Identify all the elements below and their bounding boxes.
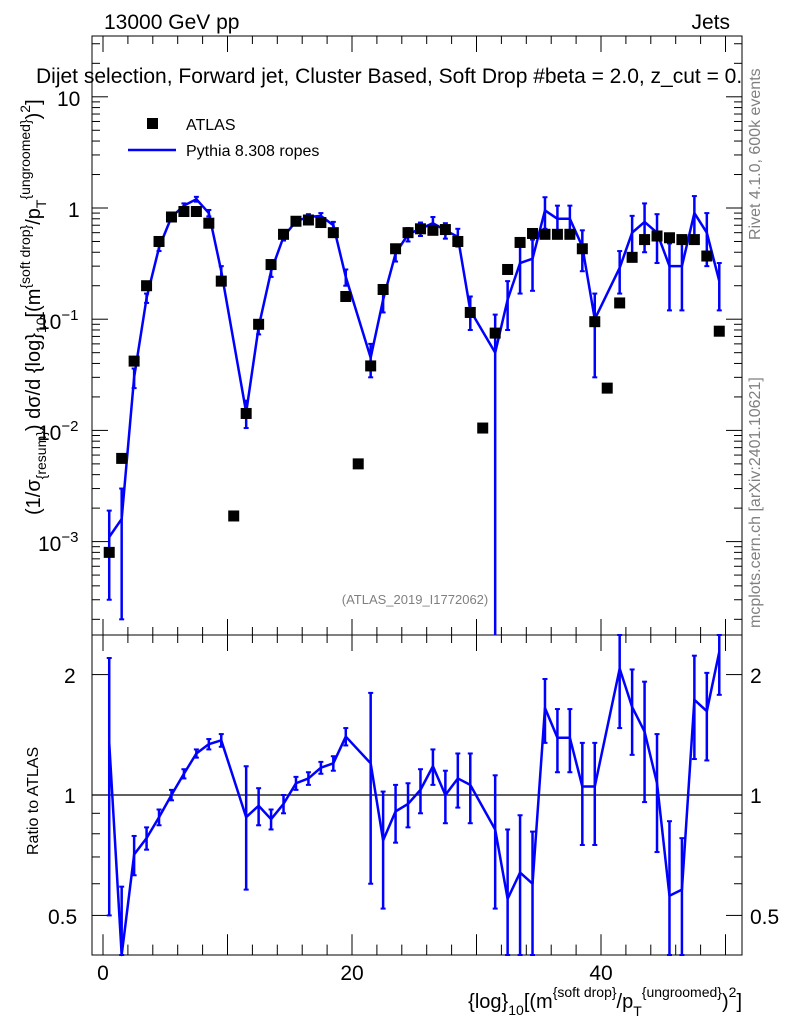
site-side-label: mcplots.cern.ch [arXiv:2401.10621] (747, 377, 764, 628)
atlas-data-point (265, 259, 277, 271)
atlas-data-point (327, 227, 339, 239)
ratio-tick-label-right-0.5: 0.5 (750, 906, 779, 929)
atlas-data-point (614, 297, 626, 309)
atlas-data-point (116, 452, 128, 464)
y-tick-label-10: 10 (57, 88, 80, 111)
atlas-data-point (190, 206, 202, 218)
atlas-data-point (527, 227, 539, 239)
atlas-data-point (203, 217, 215, 229)
atlas-data-point (178, 206, 190, 218)
atlas-data-point (128, 355, 140, 367)
atlas-data-point (701, 250, 713, 262)
atlas-data-point (576, 243, 588, 255)
atlas-data-point (539, 228, 551, 240)
category-label: Jets (691, 11, 730, 34)
x-axis-title: {log}10[(m{soft drop}/pT{ungroomed})2] (468, 984, 742, 1019)
ratio-series (107, 651, 721, 957)
atlas-data-point (688, 234, 700, 246)
atlas-data-point (439, 224, 451, 236)
atlas-data-point (564, 228, 576, 240)
atlas-data-point (253, 318, 265, 330)
atlas-data-point (551, 228, 563, 240)
legend-atlas-label: ATLAS (186, 117, 236, 134)
mc-series (108, 197, 721, 538)
atlas-data-point (427, 224, 439, 236)
svg-text:Rivet 4.1.0, 600k events: Rivet 4.1.0, 600k events (747, 68, 764, 240)
y-tick-label-1e-3: 10−3 (38, 529, 78, 556)
x-tick-label-40: 40 (589, 962, 612, 985)
main-y-axis-title: (1/σ{resum}) dσ/d {log}10[(m{soft drop}/… (17, 99, 49, 515)
atlas-data-point (414, 223, 426, 235)
atlas-data-point (240, 407, 252, 419)
atlas-data-point (365, 360, 377, 372)
atlas-series (103, 206, 725, 558)
atlas-data-point (165, 211, 177, 223)
svg-text:(1/σ{resum}) dσ/d {log}10[(m{s: (1/σ{resum}) dσ/d {log}10[(m{soft drop}/… (17, 99, 49, 515)
legend-atlas-marker (147, 118, 158, 129)
ratio-y-axis-title: Ratio to ATLAS (25, 747, 42, 855)
atlas-data-point (290, 215, 302, 227)
ratio-tick-label-right-2: 2 (750, 665, 762, 688)
atlas-data-point (402, 227, 414, 239)
atlas-data-point (141, 280, 153, 292)
atlas-data-point (663, 232, 675, 244)
atlas-data-point (502, 263, 514, 275)
x-tick-labels: 0 20 40 (97, 962, 613, 985)
energy-label: 13000 GeV pp (104, 11, 239, 34)
atlas-data-point (302, 214, 314, 226)
y-tick-label-1: 1 (68, 199, 80, 222)
legend-pythia-label: Pythia 8.308 ropes (186, 143, 319, 160)
analysis-watermark: (ATLAS_2019_I1772062) (342, 592, 488, 607)
atlas-data-point (489, 327, 501, 339)
ratio-axis-ticks (92, 635, 742, 955)
ratio-tick-label-left-1: 1 (64, 785, 76, 808)
atlas-data-point (626, 251, 638, 263)
selection-title: Dijet selection, Forward jet, Cluster Ba… (36, 65, 742, 88)
atlas-data-point (377, 283, 389, 295)
main-y-tick-labels: 10−3 10−2 10−1 1 10 (38, 88, 80, 556)
atlas-data-point (477, 422, 489, 434)
atlas-data-point (601, 382, 613, 394)
atlas-data-point (215, 275, 227, 287)
atlas-data-point (103, 546, 115, 558)
atlas-data-point (228, 510, 240, 522)
ratio-tick-label-left-0.5: 0.5 (48, 906, 77, 929)
x-tick-label-20: 20 (340, 962, 363, 985)
atlas-data-point (153, 235, 165, 247)
atlas-data-point (390, 243, 402, 255)
atlas-data-point (452, 235, 464, 247)
svg-text:Ratio to ATLAS: Ratio to ATLAS (25, 747, 42, 855)
rivet-side-label: Rivet 4.1.0, 600k events (747, 68, 764, 240)
atlas-data-point (676, 234, 688, 246)
main-axis-ticks (92, 36, 742, 635)
atlas-data-point (589, 316, 601, 328)
y-tick-label-1e-1: 10−1 (38, 307, 78, 334)
atlas-data-point (651, 230, 663, 242)
atlas-data-point (340, 291, 352, 303)
ratio-tick-label-left-2: 2 (64, 665, 76, 688)
svg-text:mcplots.cern.ch [arXiv:2401.10: mcplots.cern.ch [arXiv:2401.10621] (747, 377, 764, 628)
atlas-data-point (352, 458, 364, 470)
legend: ATLAS Pythia 8.308 ropes (128, 117, 319, 160)
atlas-data-point (278, 228, 290, 240)
atlas-data-point (514, 236, 526, 248)
ratio-tick-label-right-1: 1 (750, 785, 762, 808)
atlas-data-point (315, 217, 327, 229)
atlas-data-point (464, 306, 476, 318)
mc-line (108, 197, 721, 538)
atlas-data-point (713, 325, 725, 337)
atlas-data-point (639, 234, 651, 246)
ratio-y-tick-labels: 2 1 0.5 2 1 0.5 (48, 665, 779, 929)
ratio-line (107, 651, 721, 957)
x-tick-label-0: 0 (97, 962, 109, 985)
